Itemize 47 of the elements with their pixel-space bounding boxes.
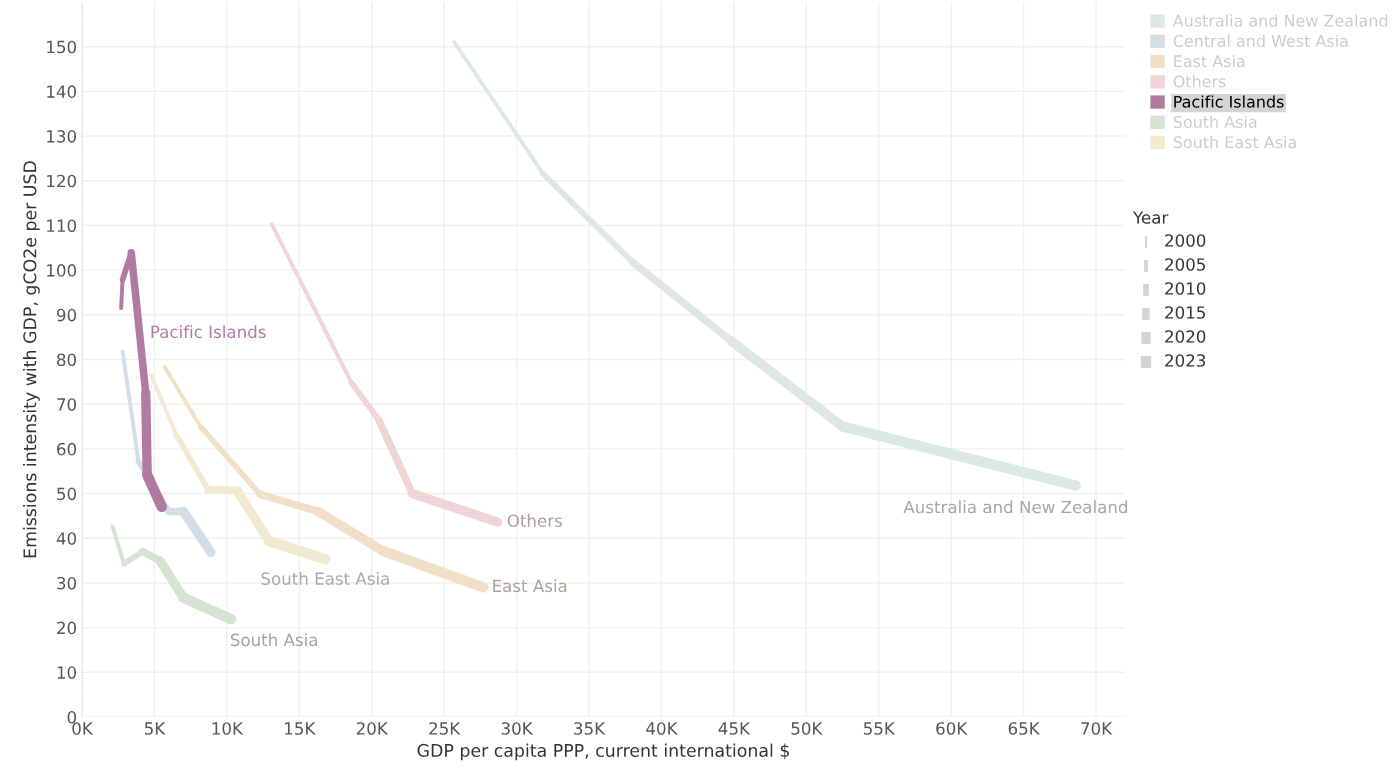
x-tick-label: 35K bbox=[574, 722, 606, 735]
y-tick-label: 60 bbox=[57, 442, 77, 456]
x-tick-label: 30K bbox=[501, 722, 533, 735]
x-tick-label: 25K bbox=[429, 722, 461, 735]
legend-label: Pacific Islands bbox=[1174, 95, 1284, 108]
x-tick-label: 50K bbox=[791, 722, 823, 735]
x-tick-label: 65K bbox=[1008, 722, 1041, 735]
x-axis-title: GDP per capita PPP, current international $ bbox=[417, 743, 789, 761]
y-tick-label: 50 bbox=[57, 487, 77, 501]
text: South Asia bbox=[230, 633, 317, 647]
text: 2010 bbox=[1165, 282, 1206, 295]
legend-title: Year bbox=[1132, 211, 1169, 224]
y-tick-label: 10 bbox=[57, 666, 77, 679]
y-tick-label: 150 bbox=[47, 40, 77, 54]
text: 2020 bbox=[1165, 330, 1206, 343]
x-tick-label: 55K bbox=[863, 722, 896, 735]
y-tick-label: 110 bbox=[47, 219, 77, 233]
y-tick-label: 70 bbox=[57, 398, 77, 411]
text: 2023 bbox=[1165, 354, 1206, 367]
y-tick-label: 40 bbox=[56, 532, 77, 545]
text: 2015 bbox=[1165, 306, 1205, 319]
x-tick-label: 40K bbox=[646, 722, 678, 735]
y-tick-label: 0 bbox=[67, 710, 77, 724]
x-tick-label: 5K bbox=[144, 722, 166, 735]
text: 2000 bbox=[1165, 234, 1206, 247]
text: Pacific Islands bbox=[151, 325, 266, 339]
x-tick-label: 20K bbox=[356, 722, 389, 735]
x-tick-label: 0K bbox=[72, 722, 94, 735]
text: South East Asia bbox=[261, 572, 389, 585]
text: Australia and New Zealand bbox=[903, 500, 1128, 514]
text: East Asia bbox=[493, 579, 567, 593]
y-tick-label: 130 bbox=[47, 130, 77, 143]
y-tick-label: 30 bbox=[57, 576, 77, 590]
y-tick-label: 90 bbox=[56, 308, 77, 322]
y-tick-label: 100 bbox=[47, 264, 77, 277]
text: 2005 bbox=[1165, 258, 1205, 271]
text: Others bbox=[507, 514, 562, 527]
y-tick-label: 80 bbox=[57, 353, 77, 367]
y-axis-title: Emissions intensity with GDP, gCO2e per USD bbox=[22, 161, 40, 558]
x-tick-label: 10K bbox=[212, 722, 244, 735]
x-tick-label: 60K bbox=[936, 722, 968, 735]
y-tick-label: 140 bbox=[47, 85, 77, 98]
x-tick-label: 15K bbox=[285, 722, 316, 735]
x-tick-label: 70K bbox=[1081, 722, 1113, 735]
y-tick-label: 120 bbox=[47, 174, 77, 188]
x-tick-label: 45K bbox=[718, 722, 751, 735]
y-tick-label: 20 bbox=[57, 621, 77, 635]
